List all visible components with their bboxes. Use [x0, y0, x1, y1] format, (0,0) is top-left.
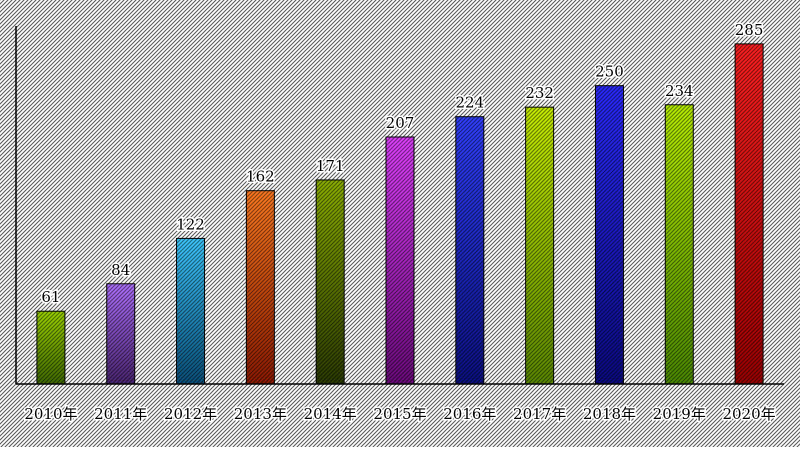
data-label-3: 162 — [246, 168, 275, 186]
data-label-0: 61 — [41, 288, 60, 306]
bar-hatch-6 — [455, 116, 484, 385]
data-label-5: 207 — [386, 114, 415, 132]
data-label-2: 122 — [176, 215, 205, 233]
bar-hatch-1 — [106, 283, 135, 384]
x-tick-label-6: 2016年 — [443, 405, 496, 423]
bar-hatch-5 — [386, 136, 414, 384]
data-label-4: 171 — [316, 157, 345, 175]
bar-hatch-2 — [176, 238, 205, 384]
data-label-8: 250 — [595, 63, 624, 81]
bar-hatch-4 — [316, 179, 345, 384]
bar-hatch-0 — [36, 311, 65, 384]
x-tick-label-2: 2012年 — [164, 405, 217, 423]
data-label-6: 224 — [455, 94, 484, 112]
bar-hatch-3 — [246, 190, 275, 384]
x-tick-label-1: 2011年 — [94, 405, 147, 423]
data-label-1: 84 — [111, 261, 130, 279]
bar-hatch-8 — [595, 85, 624, 385]
bar-hatch-7 — [525, 107, 554, 384]
x-tick-label-3: 2013年 — [234, 405, 287, 423]
data-label-7: 232 — [525, 84, 554, 102]
x-tick-label-7: 2017年 — [513, 405, 566, 423]
x-tick-label-8: 2018年 — [583, 405, 636, 423]
x-tick-label-4: 2014年 — [304, 405, 357, 423]
x-tick-label-10: 2020年 — [722, 405, 775, 423]
data-label-9: 234 — [665, 82, 694, 100]
data-label-10: 285 — [735, 21, 764, 39]
x-tick-label-5: 2015年 — [373, 405, 426, 423]
bar-hatch-10 — [735, 43, 764, 385]
bar-hatch-9 — [665, 104, 694, 384]
x-tick-label-0: 2010年 — [24, 405, 77, 423]
x-tick-label-9: 2019年 — [653, 405, 706, 423]
